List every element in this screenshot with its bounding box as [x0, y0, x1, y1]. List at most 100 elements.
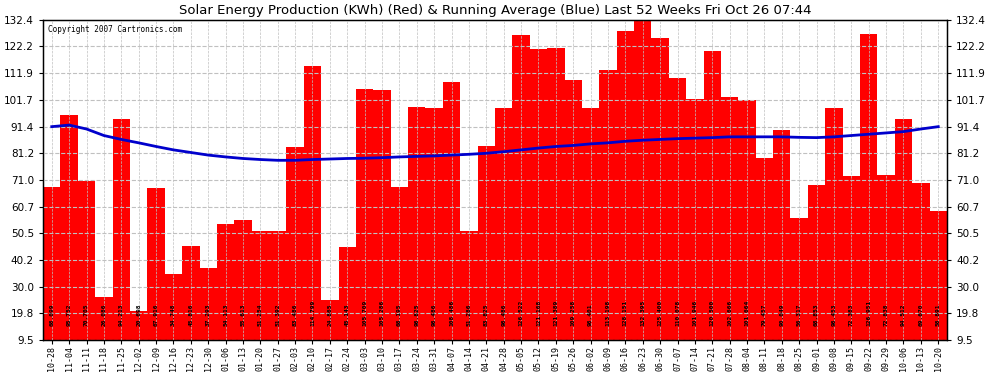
Text: 113.198: 113.198 — [606, 300, 611, 326]
Bar — [877, 175, 895, 365]
Bar — [339, 247, 356, 365]
Text: 69.670: 69.670 — [919, 303, 924, 326]
Text: 79.457: 79.457 — [762, 303, 767, 326]
Bar — [443, 82, 460, 365]
Text: 98.486: 98.486 — [432, 303, 437, 326]
Text: 45.143: 45.143 — [345, 303, 349, 326]
Bar — [686, 99, 704, 365]
Bar — [321, 300, 339, 365]
Text: 109.258: 109.258 — [570, 300, 576, 326]
Bar — [564, 80, 582, 365]
Bar — [356, 89, 373, 365]
Text: 120.500: 120.500 — [710, 300, 715, 326]
Bar — [739, 100, 755, 365]
Text: 51.392: 51.392 — [275, 303, 280, 326]
Text: 98.453: 98.453 — [832, 303, 837, 326]
Bar — [495, 108, 513, 365]
Bar — [755, 158, 773, 365]
Text: 72.838: 72.838 — [884, 303, 889, 326]
Text: 67.916: 67.916 — [153, 303, 158, 326]
Text: 105.286: 105.286 — [379, 300, 384, 326]
Text: 83.825: 83.825 — [484, 303, 489, 326]
Bar — [235, 220, 251, 365]
Text: 54.113: 54.113 — [223, 303, 228, 326]
Bar — [860, 34, 877, 365]
Text: 125.400: 125.400 — [657, 300, 662, 326]
Text: 70.705: 70.705 — [84, 303, 89, 326]
Text: 94.213: 94.213 — [119, 303, 124, 326]
Bar — [912, 183, 930, 365]
Bar — [200, 268, 217, 365]
Bar — [547, 48, 564, 365]
Text: 94.512: 94.512 — [901, 303, 906, 326]
Bar — [704, 51, 721, 365]
Bar — [790, 218, 808, 365]
Text: 121.389: 121.389 — [553, 300, 558, 326]
Text: 108.486: 108.486 — [449, 300, 454, 326]
Bar — [599, 70, 617, 365]
Text: Copyright 2007 Cartronics.com: Copyright 2007 Cartronics.com — [48, 24, 182, 33]
Text: 98.825: 98.825 — [414, 303, 420, 326]
Bar — [930, 211, 946, 365]
Bar — [60, 115, 78, 365]
Bar — [513, 35, 530, 365]
Bar — [460, 231, 477, 365]
Text: 83.486: 83.486 — [293, 303, 298, 326]
Bar — [895, 118, 912, 365]
Bar — [634, 20, 651, 365]
Bar — [304, 66, 321, 365]
Text: 98.486: 98.486 — [501, 303, 506, 326]
Bar — [826, 108, 842, 365]
Bar — [808, 186, 826, 365]
Bar — [721, 97, 739, 365]
Text: 68.099: 68.099 — [50, 303, 54, 326]
Text: 98.401: 98.401 — [588, 303, 593, 326]
Text: 34.748: 34.748 — [171, 303, 176, 326]
Bar — [164, 274, 182, 365]
Bar — [182, 246, 200, 365]
Bar — [669, 78, 686, 365]
Text: 51.254: 51.254 — [257, 303, 262, 326]
Text: 51.286: 51.286 — [466, 303, 471, 326]
Bar — [408, 107, 426, 365]
Text: 126.522: 126.522 — [519, 300, 524, 326]
Text: 101.946: 101.946 — [692, 300, 697, 326]
Text: 114.799: 114.799 — [310, 300, 315, 326]
Bar — [617, 31, 634, 365]
Bar — [426, 108, 443, 365]
Text: 132.395: 132.395 — [641, 300, 645, 326]
Bar — [391, 187, 408, 365]
Bar — [95, 297, 113, 365]
Text: 95.752: 95.752 — [66, 303, 71, 326]
Text: 37.293: 37.293 — [206, 303, 211, 326]
Text: 90.049: 90.049 — [779, 303, 784, 326]
Text: 58.891: 58.891 — [936, 303, 940, 326]
Text: 45.816: 45.816 — [188, 303, 193, 326]
Bar — [217, 224, 235, 365]
Bar — [113, 119, 130, 365]
Text: 68.853: 68.853 — [814, 303, 819, 326]
Text: 26.086: 26.086 — [101, 303, 106, 326]
Text: 128.151: 128.151 — [623, 300, 628, 326]
Bar — [44, 188, 60, 365]
Bar — [78, 181, 95, 365]
Title: Solar Energy Production (KWh) (Red) & Running Average (Blue) Last 52 Weeks Fri O: Solar Energy Production (KWh) (Red) & Ru… — [179, 4, 811, 17]
Text: 56.317: 56.317 — [797, 303, 802, 326]
Text: 110.078: 110.078 — [675, 300, 680, 326]
Text: 102.666: 102.666 — [728, 300, 733, 326]
Bar — [148, 188, 164, 365]
Text: 55.613: 55.613 — [241, 303, 246, 326]
Bar — [269, 231, 286, 365]
Text: 126.951: 126.951 — [866, 300, 871, 326]
Bar — [842, 176, 860, 365]
Bar — [373, 90, 391, 365]
Text: 105.709: 105.709 — [362, 300, 367, 326]
Bar — [130, 311, 148, 365]
Bar — [286, 147, 304, 365]
Text: 20.698: 20.698 — [137, 303, 142, 326]
Text: 72.383: 72.383 — [848, 303, 853, 326]
Bar — [530, 49, 547, 365]
Text: 24.865: 24.865 — [328, 303, 333, 326]
Text: 121.168: 121.168 — [536, 300, 541, 326]
Bar — [582, 108, 599, 365]
